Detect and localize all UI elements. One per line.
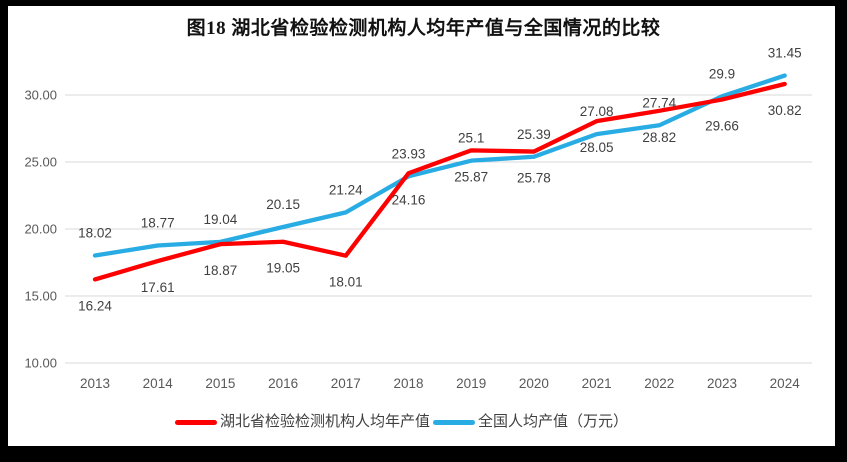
y-axis-tick-label: 30.00	[24, 88, 57, 103]
hubei-series-line	[92, 81, 787, 282]
x-axis-year-label: 2017	[331, 376, 361, 391]
national-data-label: 27.08	[580, 104, 614, 119]
x-axis-year-label: 2013	[80, 376, 110, 391]
chart-title: 图18 湖北省检验检测机构人均年产值与全国情况的比较	[186, 18, 661, 39]
legend: 湖北省检验检测机构人均年产值 全国人均产值（万元）	[0, 412, 847, 432]
national-data-label: 23.93	[392, 146, 426, 161]
hubei-data-label: 18.01	[329, 275, 363, 290]
national-data-label: 25.1	[458, 131, 484, 146]
national-data-label: 19.04	[204, 212, 238, 227]
x-axis-year-label: 2019	[456, 376, 486, 391]
national-series-line	[92, 73, 787, 258]
chart-canvas	[8, 6, 835, 446]
y-axis-tick-label: 10.00	[24, 356, 57, 371]
x-axis-year-label: 2018	[393, 376, 423, 391]
y-axis-tick-label: 25.00	[24, 155, 57, 170]
national-data-label: 29.9	[709, 66, 735, 81]
hubei-data-label: 30.82	[768, 103, 802, 118]
x-axis-year-label: 2015	[205, 376, 235, 391]
legend-swatch-national	[433, 419, 475, 425]
x-axis-year-label: 2024	[770, 376, 801, 391]
y-axis-tick-label: 20.00	[24, 222, 57, 237]
x-axis-year-label: 2020	[519, 376, 549, 391]
x-axis-year-label: 2014	[143, 376, 174, 391]
national-data-label: 18.77	[141, 215, 175, 230]
national-data-label: 18.02	[78, 226, 112, 241]
hubei-data-label: 25.78	[517, 171, 551, 186]
hubei-data-label: 24.16	[392, 192, 426, 207]
hubei-data-label: 29.66	[705, 119, 739, 134]
x-axis-year-label: 2023	[707, 376, 737, 391]
national-data-label: 25.39	[517, 127, 551, 142]
x-axis-year-label: 2022	[644, 376, 674, 391]
hubei-data-label: 18.87	[204, 263, 238, 278]
hubei-data-label: 16.24	[78, 298, 112, 313]
y-axis-tick-label: 15.00	[24, 289, 57, 304]
hubei-data-label: 28.82	[642, 130, 676, 145]
national-data-label: 21.24	[329, 182, 363, 197]
legend-label-hubei: 湖北省检验检测机构人均年产值	[219, 413, 430, 430]
hubei-data-label: 28.05	[580, 140, 614, 155]
legend-swatch-hubei	[174, 419, 217, 425]
hubei-data-label: 25.87	[454, 169, 488, 184]
national-data-label: 27.74	[642, 95, 676, 110]
national-data-label: 20.15	[266, 197, 300, 212]
x-axis-year-label: 2021	[582, 376, 612, 391]
hubei-data-label: 17.61	[141, 280, 175, 295]
national-data-label: 31.45	[768, 46, 802, 61]
hubei-data-label: 19.05	[266, 261, 300, 276]
x-axis-year-label: 2016	[268, 376, 298, 391]
legend-label-national: 全国人均产值（万元）	[478, 413, 629, 430]
